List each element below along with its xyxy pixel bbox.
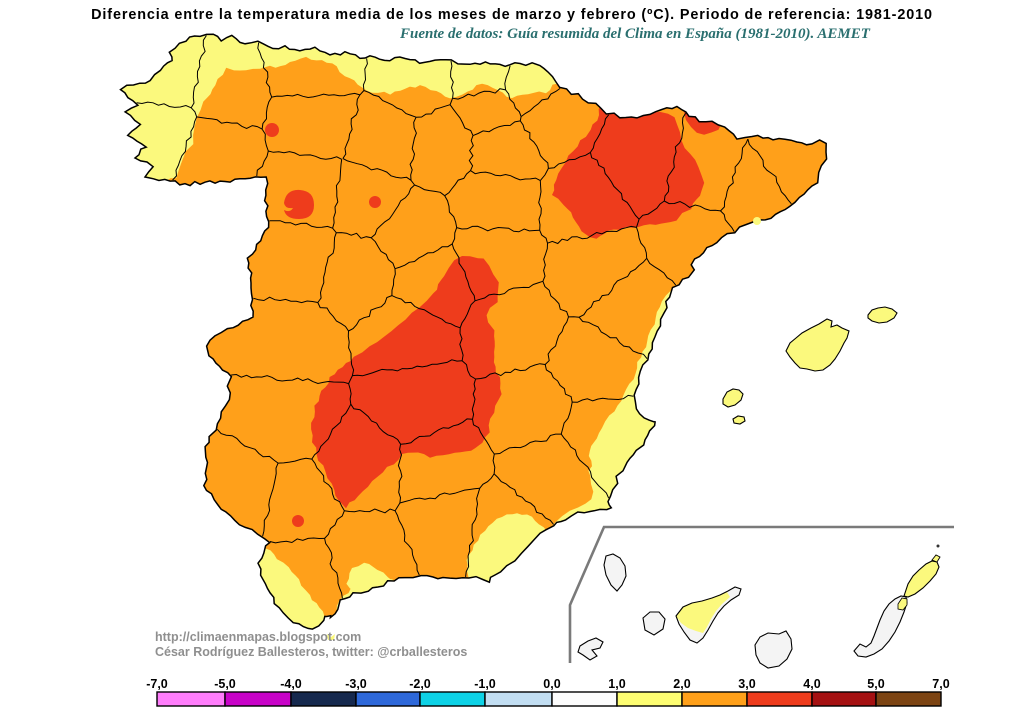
svg-text:-2,0: -2,0 <box>409 677 431 691</box>
svg-text:3,0: 3,0 <box>738 677 755 691</box>
svg-text:7,0: 7,0 <box>932 677 949 691</box>
svg-text:-1,0: -1,0 <box>474 677 496 691</box>
svg-text:-5,0: -5,0 <box>214 677 236 691</box>
svg-text:-7,0: -7,0 <box>146 677 168 691</box>
svg-text:-4,0: -4,0 <box>280 677 302 691</box>
svg-text:4,0: 4,0 <box>803 677 820 691</box>
svg-text:Fuente de datos: Guía resumida: Fuente de datos: Guía resumida del Clima… <box>399 26 871 42</box>
svg-text:1,0: 1,0 <box>608 677 625 691</box>
svg-text:5,0: 5,0 <box>867 677 884 691</box>
svg-text:Diferencia entre la temperatur: Diferencia entre la temperatura media de… <box>91 7 933 23</box>
svg-text:2,0: 2,0 <box>673 677 690 691</box>
svg-text:-3,0: -3,0 <box>345 677 367 691</box>
svg-text:0,0: 0,0 <box>543 677 560 691</box>
svg-text:César Rodríguez Ballesteros, t: César Rodríguez Ballesteros, twitter: @c… <box>155 645 467 659</box>
svg-text:http://climaenmapas.blogspot.c: http://climaenmapas.blogspot.com <box>155 630 361 644</box>
